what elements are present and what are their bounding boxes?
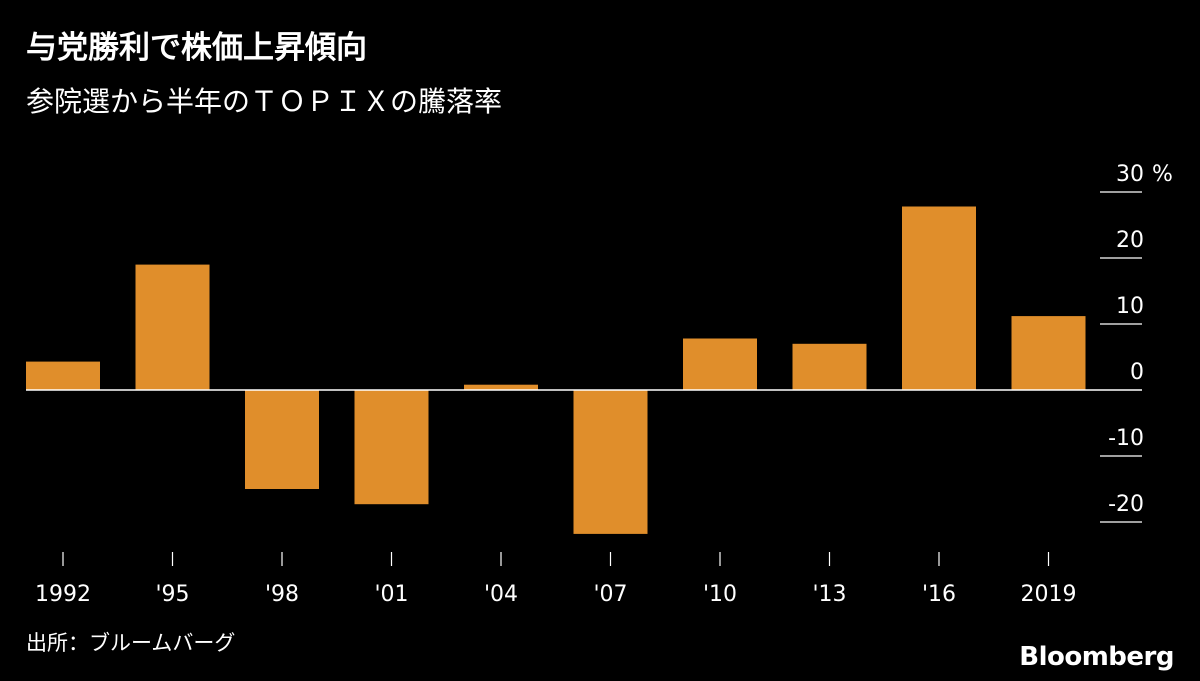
x-tick-label: '04 bbox=[484, 582, 518, 607]
bloomberg-logo: Bloomberg bbox=[1019, 642, 1174, 672]
bar-07 bbox=[573, 390, 648, 534]
y-tick-label: 20 bbox=[1116, 228, 1144, 253]
x-tick-label: '95 bbox=[155, 582, 189, 607]
bar-98 bbox=[245, 390, 319, 489]
bar-13 bbox=[792, 343, 867, 390]
x-tick-label: 1992 bbox=[35, 582, 91, 607]
x-tick-label: '13 bbox=[812, 582, 846, 607]
y-tick-label: -20 bbox=[1108, 492, 1144, 517]
source-note: 出所：ブルームバーグ bbox=[26, 631, 236, 655]
x-tick-label: '01 bbox=[374, 582, 408, 607]
bar-04 bbox=[464, 384, 538, 390]
chart-title: 与党勝利で株価上昇傾向 bbox=[26, 30, 367, 66]
y-tick-label: 10 bbox=[1116, 294, 1144, 319]
x-tick-label: '07 bbox=[593, 582, 627, 607]
bar-10 bbox=[683, 338, 757, 390]
bar-2019 bbox=[1011, 316, 1086, 390]
chart-subtitle: 参院選から半年のＴＯＰＩＸの騰落率 bbox=[26, 85, 503, 118]
x-axis: 1992 '95 '98 '01 '04 '07 '10 '13 '16 2019 bbox=[35, 552, 1077, 607]
y-unit-label: % bbox=[1152, 162, 1173, 187]
y-tick-label: -10 bbox=[1108, 426, 1144, 451]
bars-group bbox=[26, 206, 1086, 534]
y-tick-label: 0 bbox=[1130, 360, 1144, 385]
y-axis: 30 % 20 10 0 -10 -20 bbox=[1100, 162, 1173, 523]
x-tick-label: '10 bbox=[703, 582, 737, 607]
x-tick-label: 2019 bbox=[1021, 582, 1077, 607]
y-tick-label: 30 bbox=[1116, 162, 1144, 187]
bar-01 bbox=[354, 390, 429, 505]
x-tick-label: '16 bbox=[922, 582, 956, 607]
bar-16 bbox=[902, 206, 976, 390]
x-tick-label: '98 bbox=[265, 582, 299, 607]
bar-1992 bbox=[26, 361, 100, 390]
bar-95 bbox=[135, 264, 210, 390]
